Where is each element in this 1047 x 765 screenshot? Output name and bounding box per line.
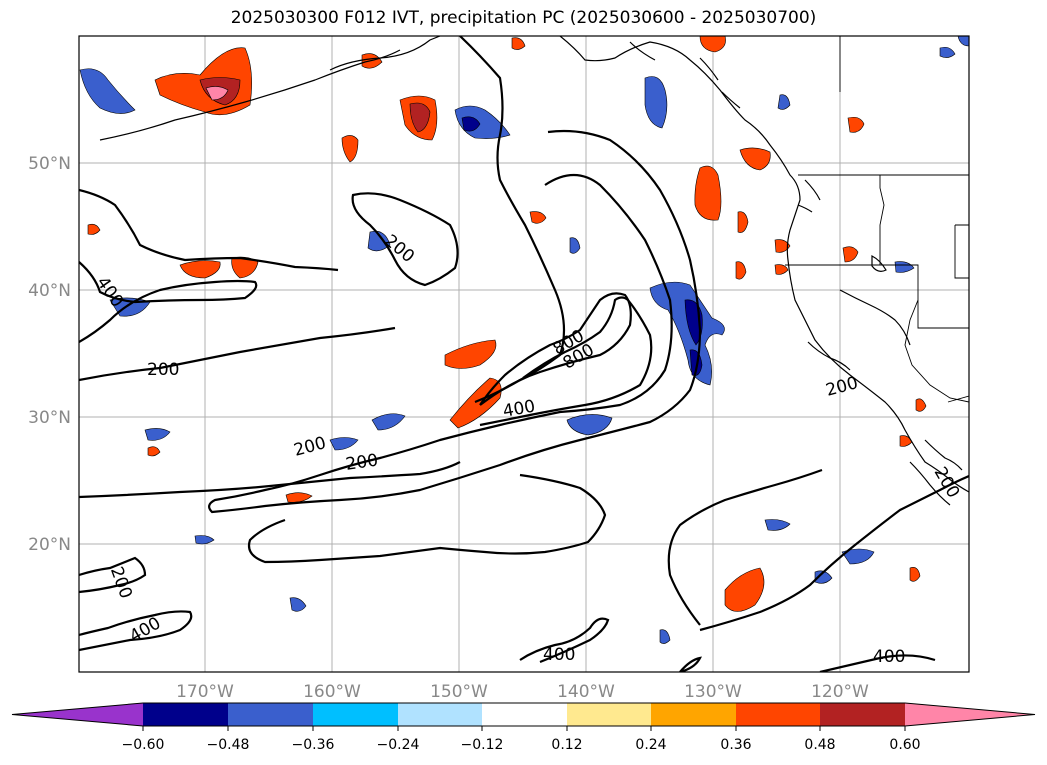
country-borders: [785, 36, 969, 403]
colorbar-tick: 0.12: [551, 737, 582, 753]
colorbar-tick: −0.12: [461, 737, 504, 753]
colorbar-tick: 0.24: [635, 737, 666, 753]
colorbar-tick: −0.36: [292, 737, 335, 753]
colorbar: −0.60 −0.48 −0.36 −0.24 −0.12 0.12 0.24 …: [11, 702, 1036, 753]
colorbar-bin: [143, 703, 228, 726]
coastlines: [99, 36, 969, 506]
colorbar-bin: [228, 703, 313, 726]
lon-label: 150°W: [430, 682, 488, 702]
ivt-label: 200: [147, 360, 179, 380]
colorbar-tick: 0.36: [720, 737, 751, 753]
longitude-labels: 170°W 160°W 150°W 140°W 130°W 120°W: [176, 682, 869, 702]
colorbar-tick: 0.60: [889, 737, 920, 753]
lon-label: 170°W: [176, 682, 234, 702]
precip-positive-patches: [87, 36, 927, 612]
colorbar-extend-low: [12, 703, 143, 726]
lon-label: 130°W: [684, 682, 742, 702]
map-area: [79, 36, 969, 672]
ivt-label: 400: [873, 647, 905, 667]
colorbar-bin: [482, 703, 567, 726]
precip-negative-patches: [79, 36, 969, 644]
lon-label: 140°W: [557, 682, 615, 702]
ivt-contours: [79, 36, 969, 672]
colorbar-bin: [398, 703, 482, 726]
colorbar-tick: −0.60: [122, 737, 165, 753]
colorbar-bin: [736, 703, 820, 726]
lon-label: 120°W: [811, 682, 869, 702]
colorbar-bin: [567, 703, 651, 726]
lat-label: 20°N: [28, 535, 71, 555]
lon-label: 160°W: [303, 682, 361, 702]
ivt-label: 200: [344, 451, 379, 475]
map-title: 2025030300 F012 IVT, precipitation PC (2…: [230, 8, 817, 28]
colorbar-extend-high: [905, 703, 1035, 726]
map-frame: [78, 35, 970, 673]
lat-label: 30°N: [28, 408, 71, 428]
colorbar-tick: −0.24: [377, 737, 420, 753]
lat-label: 50°N: [28, 154, 71, 174]
colorbar-tick: 0.48: [804, 737, 835, 753]
latitude-labels: 50°N 40°N 30°N 20°N: [28, 154, 71, 555]
colorbar-bin: [313, 703, 398, 726]
colorbar-tick: −0.48: [207, 737, 250, 753]
ivt-label: 400: [543, 645, 575, 665]
lat-label: 40°N: [28, 281, 71, 301]
gridlines: [79, 36, 969, 672]
colorbar-bin: [651, 703, 736, 726]
colorbar-bin: [820, 703, 905, 726]
